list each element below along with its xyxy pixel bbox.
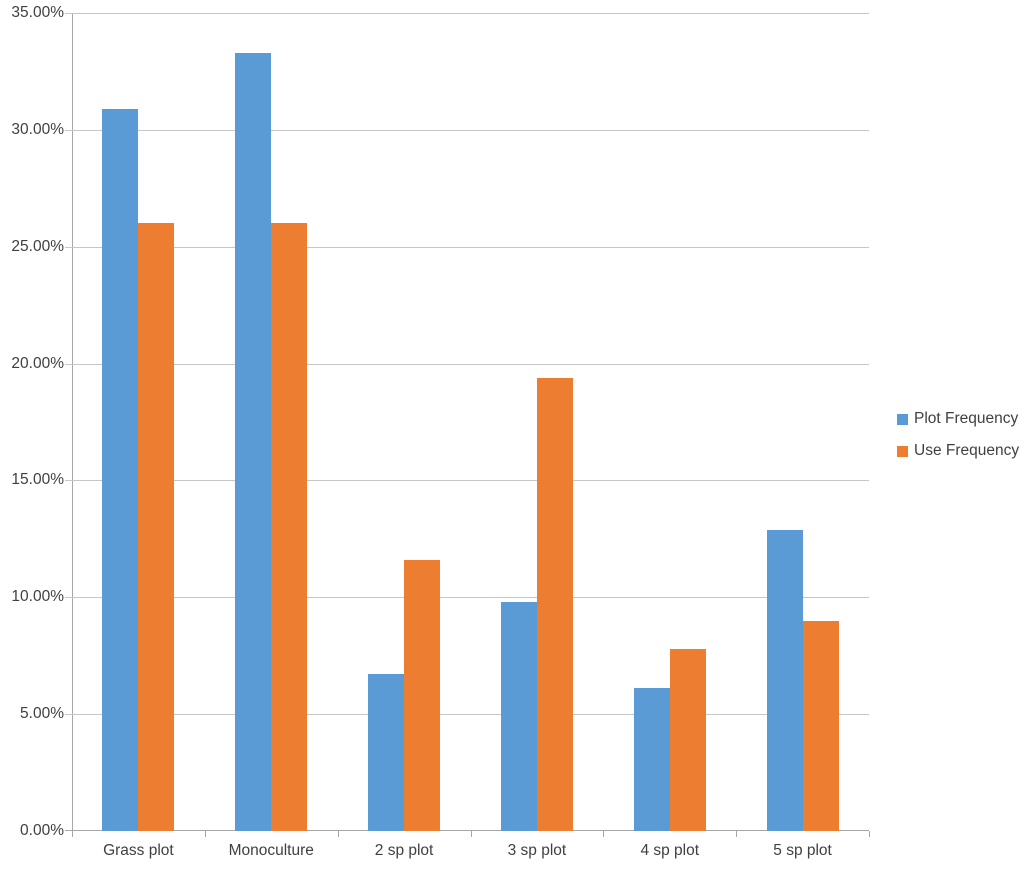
- bar-use-frequency-2-sp-plot: [404, 559, 441, 831]
- bar-plot-frequency-grass-plot: [102, 108, 139, 831]
- y-tick-label-5: 5.00%: [20, 705, 64, 723]
- bar-use-frequency-4-sp-plot: [669, 648, 706, 831]
- x-axis-line: [65, 830, 869, 831]
- gridline-10: [65, 597, 869, 599]
- legend: Plot Frequency Use Frequency: [897, 409, 1019, 461]
- gridline-15: [65, 480, 869, 482]
- x-axis-tick: [72, 831, 73, 837]
- y-tick-label-30: 30.00%: [11, 120, 64, 138]
- bar-plot-frequency-4-sp-plot: [633, 688, 670, 831]
- legend-swatch-use-frequency-icon: [897, 445, 908, 457]
- x-category-label-4-sp-plot: 4 sp plot: [640, 842, 700, 859]
- x-category-label-3-sp-plot: 3 sp plot: [507, 842, 567, 859]
- y-axis-line: [72, 13, 73, 831]
- x-category-label-2-sp-plot: 2 sp plot: [374, 842, 434, 859]
- x-axis-tick: [204, 831, 206, 837]
- gridline-25: [65, 246, 869, 248]
- bar-use-frequency-3-sp-plot: [536, 377, 573, 831]
- bar-plot-frequency-5-sp-plot: [766, 529, 803, 831]
- bar-plot-frequency-monoculture: [235, 52, 272, 831]
- x-axis-tick: [603, 831, 605, 837]
- y-tick-label-25: 25.00%: [11, 237, 64, 255]
- bar-use-frequency-grass-plot: [138, 223, 175, 831]
- gridline-35: [65, 13, 869, 14]
- y-tick-label-10: 10.00%: [11, 588, 64, 606]
- y-tick-label-35: 35.00%: [11, 4, 64, 21]
- legend-item-plot-frequency: Plot Frequency: [897, 409, 1019, 429]
- bar-use-frequency-monoculture: [271, 223, 308, 831]
- y-tick-label-20: 20.00%: [11, 354, 64, 372]
- gridline-30: [65, 129, 869, 131]
- legend-item-use-frequency: Use Frequency: [897, 441, 1019, 461]
- gridline-20: [65, 363, 869, 365]
- bar-plot-frequency-3-sp-plot: [500, 601, 537, 831]
- bar-plot-frequency-2-sp-plot: [368, 674, 405, 831]
- legend-label-use-frequency: Use Frequency: [914, 442, 1020, 459]
- plot-area: [65, 13, 870, 837]
- x-category-label-monoculture: Monoculture: [228, 842, 314, 859]
- y-tick-label-0: 0.00%: [20, 822, 64, 839]
- bar-use-frequency-5-sp-plot: [802, 620, 839, 831]
- x-category-label-5-sp-plot: 5 sp plot: [773, 842, 832, 859]
- legend-label-plot-frequency: Plot Frequency: [914, 410, 1019, 427]
- x-axis-tick: [337, 831, 339, 837]
- x-axis-tick: [869, 831, 870, 837]
- y-tick-label-15: 15.00%: [11, 471, 64, 489]
- x-category-label-grass-plot: Grass plot: [103, 842, 174, 859]
- x-axis-tick: [736, 831, 738, 837]
- legend-swatch-plot-frequency-icon: [897, 413, 908, 425]
- x-axis-tick: [470, 831, 472, 837]
- gridline-5: [65, 714, 869, 716]
